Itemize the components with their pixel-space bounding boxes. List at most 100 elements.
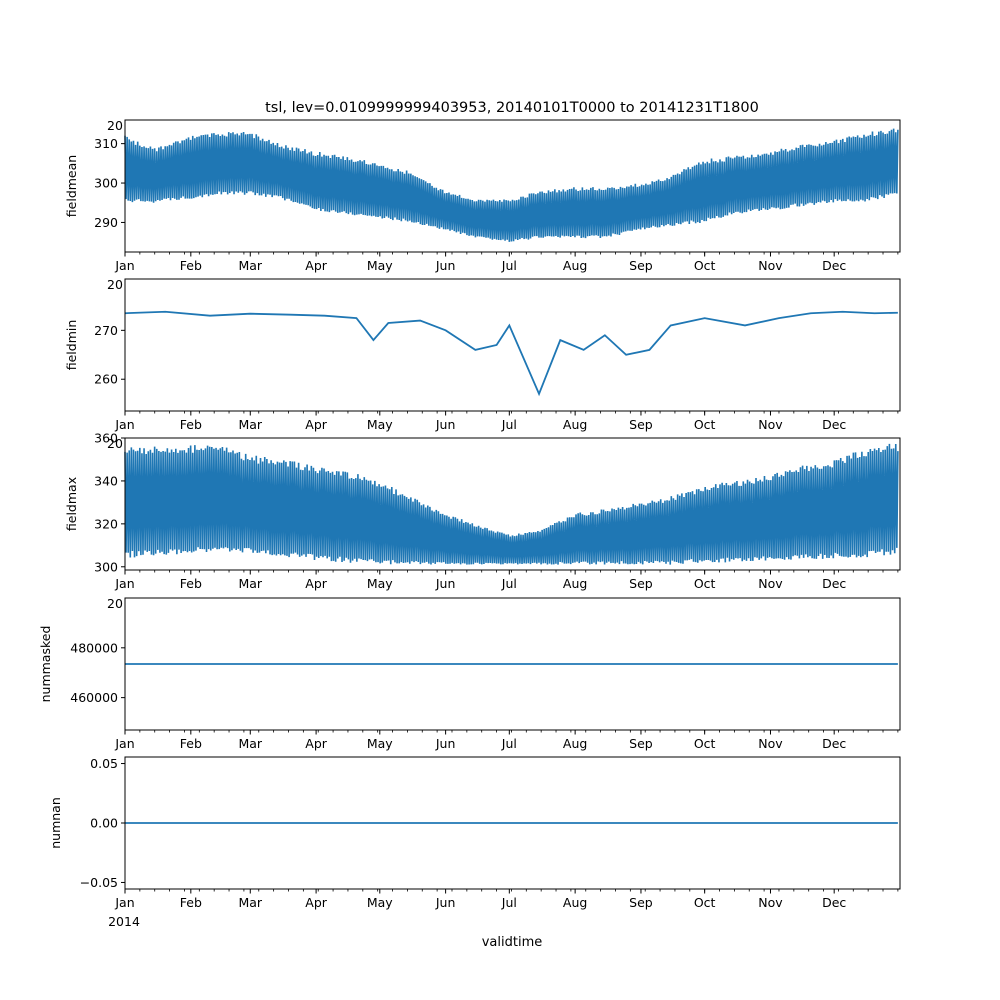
- x-tick-label: Apr: [305, 258, 327, 273]
- x-tick-label: Apr: [305, 895, 327, 910]
- x-tick-label: Dec: [822, 736, 846, 751]
- axes-frame-numnan: [124, 756, 901, 890]
- y-tick-label: −0.05: [80, 875, 118, 890]
- x-tick-label: Mar: [238, 258, 262, 273]
- y-tick-label: 260: [94, 372, 118, 387]
- x-tick-label: Dec: [822, 895, 846, 910]
- x-tick-label: Oct: [694, 736, 716, 751]
- x-tick-label: May: [367, 258, 393, 273]
- x-tick-label: Mar: [238, 417, 262, 432]
- x-tick-label: Apr: [305, 576, 327, 591]
- x-tick-label: Aug: [563, 258, 587, 273]
- x-tick-label: Oct: [694, 258, 716, 273]
- x-tick-label: Jun: [435, 895, 456, 910]
- x-tick-label: Dec: [822, 576, 846, 591]
- x-tick-label: Dec: [822, 417, 846, 432]
- x-tick-label: Mar: [238, 576, 262, 591]
- y-tick-label: 320: [94, 516, 118, 531]
- x-tick-label: Jul: [501, 258, 517, 273]
- x-tick-label: Jan: [114, 417, 134, 432]
- x-tick-label: Feb: [180, 895, 202, 910]
- offset-text: 20: [107, 596, 123, 611]
- x-tick-label: Feb: [180, 736, 202, 751]
- x-tick-label: Jun: [435, 258, 456, 273]
- x-tick-label: Jan: [114, 258, 134, 273]
- axes-frame-fieldmin: [124, 278, 901, 412]
- x-tick-label: Jul: [501, 576, 517, 591]
- y-tick-label: 0.05: [90, 756, 118, 771]
- x-tick-label: Sep: [629, 736, 653, 751]
- x-tick-label: Oct: [694, 895, 716, 910]
- y-axis-label: fieldmin: [64, 320, 79, 371]
- panel-numnan: −0.05 0.00 0.05 numnan Jan Feb Mar Apr May Jun Jul…: [48, 756, 901, 910]
- x-tick-label: May: [367, 576, 393, 591]
- x-tick-label: Sep: [629, 417, 653, 432]
- y-tick-label: 340: [94, 473, 118, 488]
- y-axis-label: numnan: [48, 797, 63, 849]
- y-tick-label: 360: [94, 431, 118, 446]
- x-tick-label: Jan: [114, 895, 134, 910]
- x-tick-label: Feb: [180, 258, 202, 273]
- y-tick-label: 270: [94, 323, 118, 338]
- x-tick-label: Mar: [238, 736, 262, 751]
- x-tick-label: Jul: [501, 736, 517, 751]
- x-axis-label: validtime: [482, 935, 543, 950]
- panel-nummasked: 460000 480000 nummasked Jan Feb Mar Apr May Jun J…: [38, 596, 901, 751]
- y-tick-label: 300: [94, 559, 118, 574]
- axes-frame-fieldmax: [124, 437, 901, 571]
- x-tick-label: Jul: [501, 895, 517, 910]
- x-tick-label: Oct: [694, 576, 716, 591]
- series-fieldmean-line: [124, 128, 899, 242]
- x-tick-label: Apr: [305, 736, 327, 751]
- offset-text: 20: [107, 277, 123, 292]
- x-tick-label: May: [367, 417, 393, 432]
- axes-frame-nummasked: [124, 597, 901, 731]
- y-tick-label: 300: [94, 176, 118, 191]
- panels: 290 300 310 fieldmean Jan Feb Mar Apr May Jun Jul A…: [38, 118, 901, 929]
- x-tick-label: Jun: [435, 417, 456, 432]
- x-tick-label: May: [367, 736, 393, 751]
- y-axis-label: nummasked: [38, 626, 53, 703]
- y-tick-label: 460000: [70, 690, 118, 705]
- x-tick-label: Jan: [114, 576, 134, 591]
- x-tick-label: Nov: [758, 736, 783, 751]
- figure-title: tsl, lev=0.0109999999403953, 20140101T00…: [265, 100, 759, 116]
- x-tick-label: Oct: [694, 417, 716, 432]
- x-tick-label: Nov: [758, 258, 783, 273]
- x-tick-label: Aug: [563, 576, 587, 591]
- x-tick-label: Jun: [435, 576, 456, 591]
- x-tick-label: Feb: [180, 576, 202, 591]
- panel-fieldmax: 300 320 340 360 fieldmax Jan Feb Mar Apr May Jun Ju…: [64, 431, 901, 591]
- x-tick-label: Nov: [758, 576, 783, 591]
- x-tick-label: Jan: [114, 736, 134, 751]
- y-tick-label: 290: [94, 215, 118, 230]
- x-tick-label: Jul: [501, 417, 517, 432]
- x-tick-label: Apr: [305, 417, 327, 432]
- x-tick-label: Aug: [563, 417, 587, 432]
- y-tick-label: 480000: [70, 640, 118, 655]
- offset-text: 20: [107, 436, 123, 451]
- y-tick-label: 0.00: [90, 816, 118, 831]
- x-tick-label: Mar: [238, 895, 262, 910]
- offset-text: 20: [107, 118, 123, 133]
- y-axis-label: fieldmean: [64, 155, 79, 217]
- series-fieldmin-line: [124, 310, 898, 397]
- x-tick-label: Sep: [629, 895, 653, 910]
- year-label: 2014: [108, 914, 140, 929]
- x-tick-label: Aug: [563, 895, 587, 910]
- x-tick-label: Sep: [629, 258, 653, 273]
- x-tick-label: Jun: [435, 736, 456, 751]
- x-tick-label: Nov: [758, 895, 783, 910]
- x-tick-label: Feb: [180, 417, 202, 432]
- x-tick-label: May: [367, 895, 393, 910]
- x-tick-label: Sep: [629, 576, 653, 591]
- axes-frame-fieldmean: [124, 119, 901, 253]
- x-tick-label: Dec: [822, 258, 846, 273]
- panel-fieldmin: 260 270 fieldmin Jan Feb Mar Apr May Jun Jul Aug Se…: [64, 277, 901, 432]
- x-tick-label: Nov: [758, 417, 783, 432]
- panel-fieldmean: 290 300 310 fieldmean Jan Feb Mar Apr May Jun Jul A…: [64, 118, 901, 273]
- x-tick-label: Aug: [563, 736, 587, 751]
- y-axis-label: fieldmax: [64, 477, 79, 531]
- series-fieldmax-line: [124, 443, 899, 565]
